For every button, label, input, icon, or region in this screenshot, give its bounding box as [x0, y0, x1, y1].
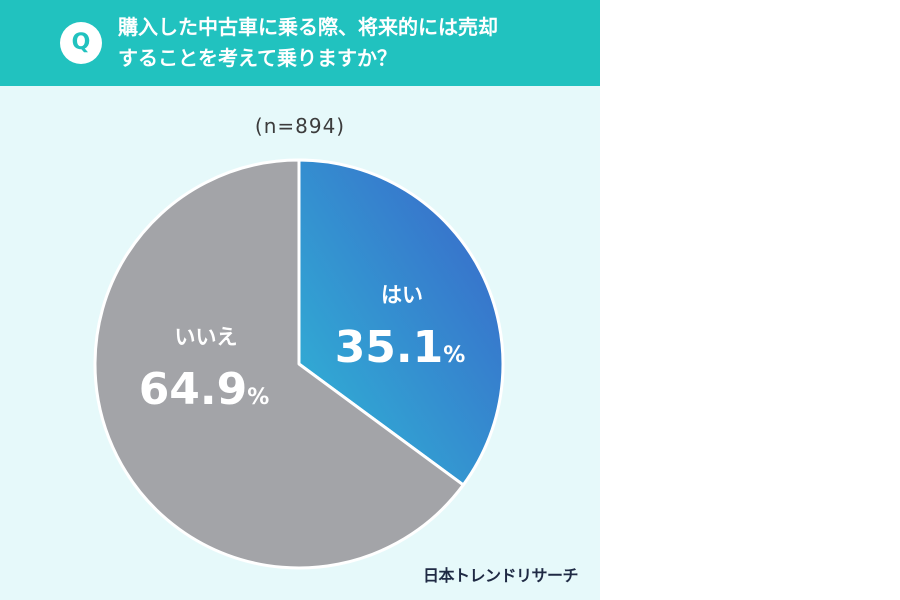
question-line-1: 購入した中古車に乗る際、将来的には売却 [118, 15, 498, 39]
question-line-2: することを考えて乗りますか？ [118, 46, 397, 70]
slice-no-value: 64.9% [139, 364, 270, 415]
sample-size: (n=894) [254, 114, 346, 138]
slice-no-label: いいえ [175, 325, 238, 349]
slice-no [93, 158, 465, 570]
question-badge: Q [60, 22, 102, 64]
question-text: 購入した中古車に乗る際、将来的には売却 することを考えて乗りますか？ [118, 12, 578, 74]
brand-logo-text: 日本トレンドリサーチ [422, 566, 579, 585]
slice-yes [297, 158, 505, 487]
chart-card: Q 購入した中古車に乗る際、将来的には売却 することを考えて乗りますか？ (n=… [0, 0, 600, 600]
slice-yes-label: はい [381, 283, 423, 307]
question-header: Q 購入した中古車に乗る際、将来的には売却 することを考えて乗りますか？ [0, 0, 600, 86]
